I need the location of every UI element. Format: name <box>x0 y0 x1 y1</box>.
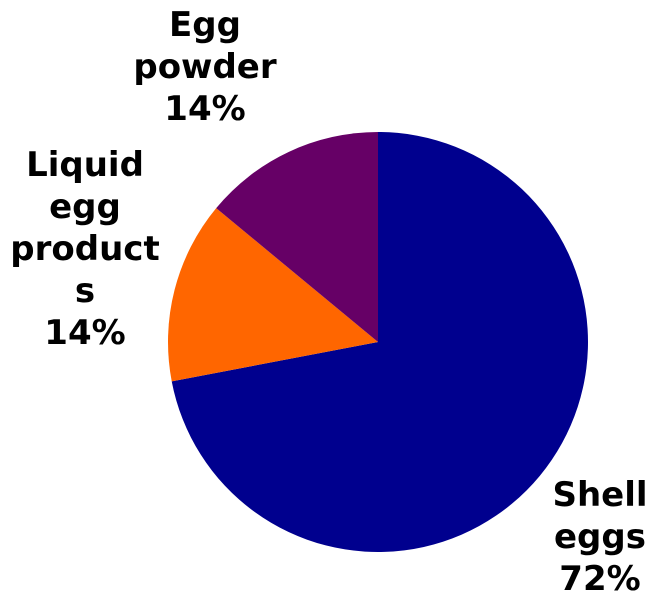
category-label: Shell eggs <box>552 475 648 557</box>
category-label: Egg powder <box>133 5 277 87</box>
slice-label: Shell eggs 72% <box>545 474 654 600</box>
value-label: 14% <box>164 89 246 129</box>
slice-label: Egg powder 14% <box>130 4 280 130</box>
pie-slice <box>168 208 378 382</box>
value-label: 14% <box>44 313 126 353</box>
pie-slice <box>216 132 378 342</box>
value-label: 72% <box>559 559 641 599</box>
category-label: Liquid egg products <box>10 145 160 311</box>
slice-label: Liquid egg products 14% <box>10 144 160 354</box>
pie-slice <box>171 132 589 553</box>
